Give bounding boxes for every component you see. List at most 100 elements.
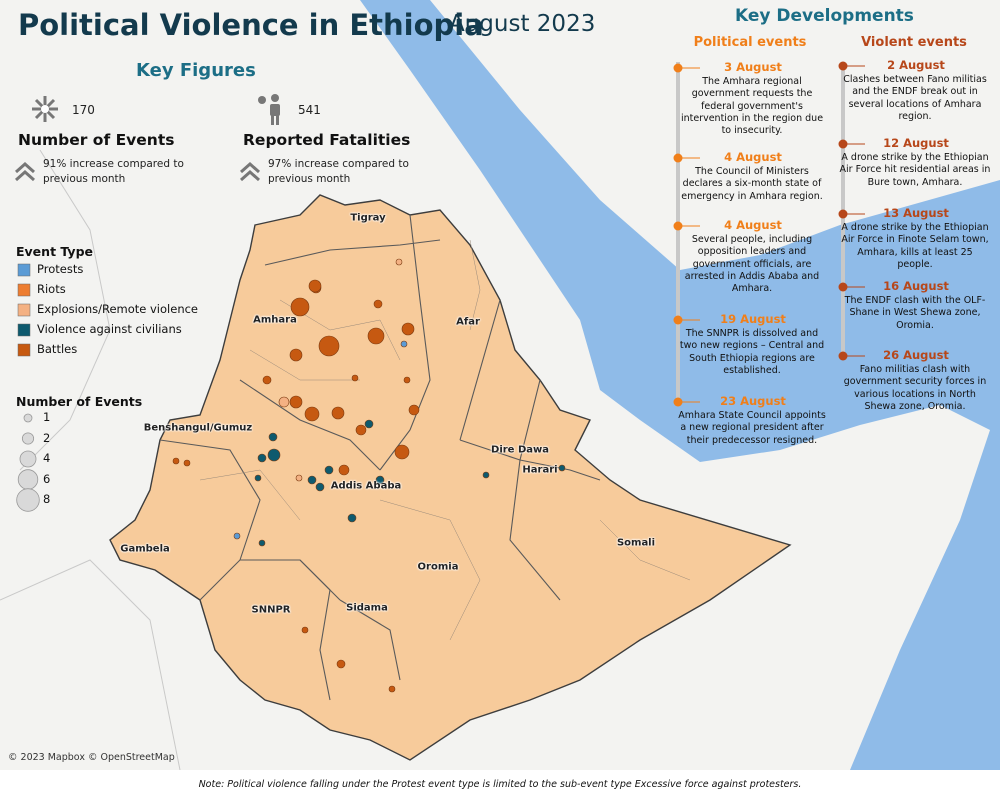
event-point: [408, 404, 420, 416]
event-date: 12 August: [883, 136, 949, 150]
figure-description: 91% increase compared to previous month: [43, 158, 184, 185]
size-legend-circle: [23, 413, 33, 423]
legend-label: Protests: [37, 262, 84, 276]
event-text: The Council of Ministers declares a six-…: [681, 166, 823, 202]
event-point: [318, 335, 340, 357]
event-point: [262, 375, 272, 385]
event-points: [172, 258, 566, 693]
legend-label: Violence against civilians: [37, 322, 182, 336]
legend-swatch: [17, 263, 31, 277]
fatalities-icon: [258, 94, 280, 125]
event-point: [295, 474, 303, 482]
increase-icon: [15, 161, 260, 182]
event-text: A drone strike by the Ethiopian Air Forc…: [841, 222, 989, 270]
event-point: [355, 424, 367, 436]
size-legend-circle: [19, 450, 37, 468]
region-label: Harari: [522, 464, 558, 476]
zone-borders: [199, 239, 691, 641]
event-point: [347, 513, 357, 523]
event-date: 16 August: [883, 279, 949, 293]
event-point: [331, 406, 345, 420]
figure-value: 541: [298, 103, 321, 117]
event-point: [233, 532, 241, 540]
event-point: [254, 474, 262, 482]
event-date: 26 August: [883, 348, 949, 362]
event-point: [367, 327, 385, 345]
map: [0, 0, 1000, 770]
event-point: [373, 299, 383, 309]
timeline: [676, 62, 845, 404]
event-date: 3 August: [724, 60, 782, 74]
event-text: Amhara State Council appoints a new regi…: [678, 410, 826, 446]
event-point: [307, 475, 317, 485]
region-label: Benshangul/Gumuz: [143, 422, 253, 434]
figure-value: 170: [72, 103, 95, 117]
region-label: Amhara: [253, 314, 297, 326]
region-label: SNNPR: [251, 604, 291, 616]
region-label: Afar: [456, 316, 480, 328]
event-point: [482, 471, 490, 479]
key-developments-title: Key Developments: [735, 6, 914, 26]
event-text: A drone strike by the Ethiopian Air Forc…: [839, 152, 991, 188]
event-text: Several people, including opposition lea…: [684, 234, 820, 295]
event-point: [257, 453, 267, 463]
size-legend-label: 8: [43, 492, 51, 506]
event-point: [336, 659, 346, 669]
event-date: 4 August: [724, 218, 782, 232]
region-borders: [159, 214, 601, 701]
region-label: Somali: [616, 537, 656, 549]
legend-title: Event Type: [16, 244, 94, 259]
region-label: Dire Dawa: [491, 444, 549, 456]
size-legend-title: Number of Events: [16, 394, 143, 409]
figure-label: Reported Fatalities: [243, 131, 411, 149]
event-point: [400, 340, 408, 348]
event-point: [289, 395, 303, 409]
event-text: The Amhara regional government requests …: [680, 76, 824, 137]
legend-swatch: [17, 303, 31, 317]
event-point: [558, 464, 566, 472]
event-point: [301, 626, 309, 634]
event-point: [290, 297, 310, 317]
event-point: [268, 432, 278, 442]
region-label: Oromia: [417, 561, 459, 573]
region-label: Tigray: [350, 212, 386, 224]
legend-swatch: [17, 343, 31, 357]
column-title: Political events: [693, 35, 807, 50]
legend-swatch: [17, 283, 31, 297]
region-label: Gambela: [120, 543, 170, 555]
event-text: Clashes between Fano militias and the EN…: [843, 74, 987, 122]
event-point: [401, 322, 415, 336]
key-figures-title: Key Figures: [136, 60, 256, 81]
event-date: 23 August: [720, 394, 786, 408]
event-point: [395, 258, 403, 266]
event-text: The SNNPR is dissolved and two new regio…: [679, 328, 825, 376]
event-text: The ENDF clash with the OLF-Shane in Wes…: [844, 295, 986, 331]
column-title: Violent events: [861, 35, 967, 50]
size-legend-circle: [21, 432, 35, 445]
event-point: [403, 376, 411, 384]
event-date: 4 August: [724, 150, 782, 164]
size-legend-label: 1: [43, 410, 51, 424]
note: Note: Political violence falling under t…: [198, 779, 802, 790]
event-point: [394, 444, 410, 460]
subtitle: August 2023: [449, 11, 596, 37]
size-legend-label: 6: [43, 471, 51, 486]
event-point: [375, 475, 385, 485]
region-label: Addis Ababa: [330, 480, 402, 492]
figure-label: Number of Events: [18, 131, 175, 149]
legend-label: Riots: [37, 282, 66, 296]
event-point: [172, 457, 180, 465]
size-legend-circle: [16, 488, 40, 512]
event-point: [351, 374, 359, 382]
event-point: [324, 465, 334, 475]
event-point: [183, 459, 191, 467]
event-date: 19 August: [720, 312, 786, 326]
size-legend-label: 4: [43, 451, 51, 465]
title: Political Violence in Ethiopia: [18, 8, 484, 42]
event-point: [388, 685, 396, 693]
event-point: [267, 448, 281, 462]
event-point: [289, 348, 303, 362]
event-point: [308, 279, 322, 293]
event-text: Fano militias clash with government secu…: [843, 364, 987, 412]
